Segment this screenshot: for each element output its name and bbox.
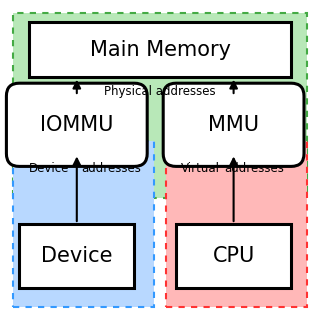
FancyBboxPatch shape bbox=[29, 22, 291, 77]
Text: IOMMU: IOMMU bbox=[40, 115, 114, 135]
FancyBboxPatch shape bbox=[163, 83, 304, 166]
Text: Main Memory: Main Memory bbox=[90, 40, 230, 60]
FancyBboxPatch shape bbox=[176, 224, 291, 288]
FancyBboxPatch shape bbox=[13, 13, 307, 198]
Text: MMU: MMU bbox=[208, 115, 259, 135]
FancyBboxPatch shape bbox=[166, 141, 307, 307]
Text: Virtual: Virtual bbox=[181, 162, 220, 174]
FancyBboxPatch shape bbox=[19, 224, 134, 288]
Text: Device: Device bbox=[41, 246, 113, 266]
FancyBboxPatch shape bbox=[6, 83, 147, 166]
Text: CPU: CPU bbox=[212, 246, 255, 266]
Text: addresses: addresses bbox=[224, 162, 284, 174]
FancyBboxPatch shape bbox=[13, 141, 154, 307]
Text: Physical addresses: Physical addresses bbox=[104, 85, 216, 98]
Text: Device: Device bbox=[29, 162, 69, 174]
Text: addresses: addresses bbox=[82, 162, 141, 174]
